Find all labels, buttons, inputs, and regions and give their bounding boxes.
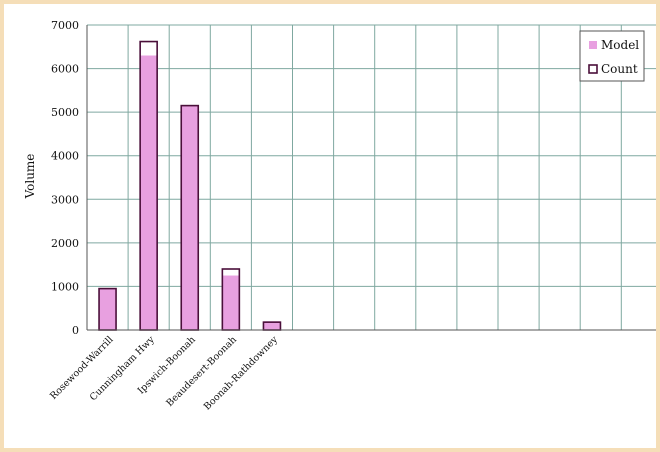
y-tick-label: 7000 [51, 19, 79, 32]
bar-model [140, 55, 158, 330]
y-tick-label: 2000 [51, 237, 79, 250]
x-tick-label: Beaudesert-Boonah [164, 334, 239, 409]
chart-frame: Volume 0 1000 2000 3000 4000 5000 6000 7000 Rose… [4, 4, 656, 448]
y-tick-label: 3000 [51, 193, 79, 206]
legend-label-model: Model [601, 38, 639, 52]
bar-model [181, 105, 199, 330]
y-tick-label: 5000 [51, 106, 79, 119]
y-tick-label: 6000 [51, 63, 79, 76]
bar-model [222, 275, 240, 330]
axes: 01000200030004000500060007000Rosewood-Wa… [48, 19, 656, 413]
bar-model [263, 321, 281, 330]
legend-label-count: Count [601, 62, 638, 76]
y-tick-label: 4000 [51, 150, 79, 163]
y-tick-label: 1000 [51, 280, 79, 293]
y-axis-title: Volume [23, 154, 37, 200]
bar-model [99, 288, 117, 330]
bar-chart: Volume 01000200030004000500060007000Rose… [23, 19, 656, 413]
bars [98, 40, 282, 331]
y-tick-label: 0 [72, 324, 79, 337]
legend-swatch-model [589, 41, 597, 49]
gridlines [86, 24, 656, 331]
x-tick-label: Boonah-Rathdowney [202, 334, 281, 413]
legend-swatch-count [588, 64, 598, 74]
legend: Model Count [579, 30, 645, 82]
